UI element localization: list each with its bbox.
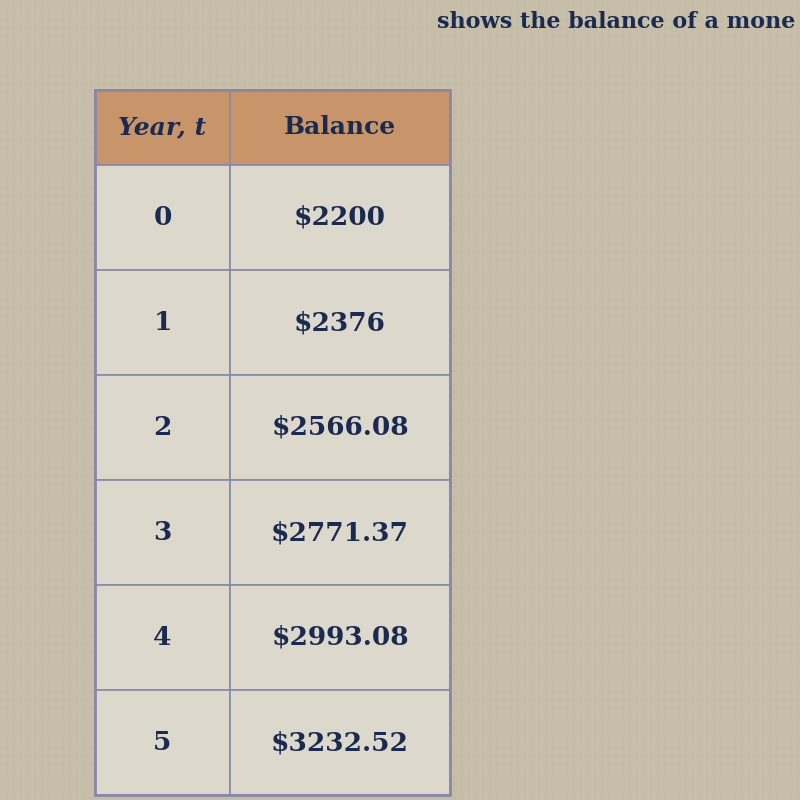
- Text: 3: 3: [154, 520, 172, 545]
- Bar: [95, 165, 230, 270]
- Text: shows the balance of a mone: shows the balance of a mone: [437, 11, 795, 33]
- Text: $2200: $2200: [294, 205, 386, 230]
- Text: 2: 2: [154, 415, 172, 440]
- Bar: [95, 585, 230, 690]
- Bar: [230, 585, 450, 690]
- Bar: [95, 90, 450, 165]
- Text: 0: 0: [154, 205, 172, 230]
- Text: 4: 4: [154, 625, 172, 650]
- Bar: [230, 690, 450, 795]
- Text: Balance: Balance: [284, 115, 396, 139]
- Text: $2993.08: $2993.08: [271, 625, 409, 650]
- Text: 1: 1: [154, 310, 172, 335]
- Bar: [230, 375, 450, 480]
- Bar: [95, 270, 230, 375]
- Bar: [95, 480, 230, 585]
- Bar: [95, 90, 450, 795]
- Bar: [230, 270, 450, 375]
- Text: $2376: $2376: [294, 310, 386, 335]
- Bar: [230, 480, 450, 585]
- Text: $3232.52: $3232.52: [271, 730, 409, 755]
- Text: 5: 5: [154, 730, 172, 755]
- Bar: [95, 690, 230, 795]
- Bar: [95, 375, 230, 480]
- Text: $2566.08: $2566.08: [271, 415, 409, 440]
- Text: Year, t: Year, t: [118, 115, 206, 139]
- Text: $2771.37: $2771.37: [271, 520, 409, 545]
- Bar: [230, 165, 450, 270]
